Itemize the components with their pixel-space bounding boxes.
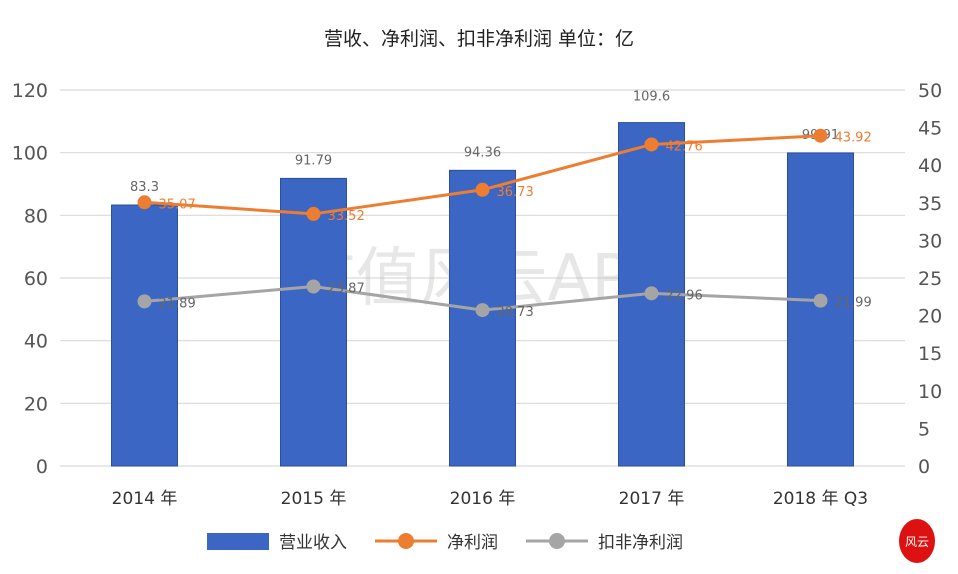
line-data-label: 36.73 xyxy=(497,185,534,200)
y-right-tick-label: 45 xyxy=(918,118,942,140)
series-point xyxy=(475,182,490,197)
legend-label: 净利润 xyxy=(447,533,498,553)
series-point xyxy=(813,128,828,143)
bar-data-label: 94.36 xyxy=(464,145,501,160)
y-right-tick-label: 20 xyxy=(918,306,942,328)
chart-title: 营收、净利润、扣非净利润 单位：亿 xyxy=(324,28,634,50)
series-point xyxy=(137,195,152,210)
series-point xyxy=(306,279,321,294)
x-tick-label: 2017 年 xyxy=(619,489,685,509)
series-point xyxy=(137,294,152,309)
line-data-label: 22.96 xyxy=(666,288,703,303)
logo xyxy=(899,519,935,563)
line-data-label: 33.52 xyxy=(328,209,365,224)
line-data-label: 35.07 xyxy=(159,197,196,212)
y-left-tick-label: 20 xyxy=(24,393,48,415)
series-point xyxy=(475,303,490,318)
x-tick-label: 2016 年 xyxy=(450,489,516,509)
y-left-tick-label: 100 xyxy=(12,143,48,165)
y-left-tick-label: 0 xyxy=(36,456,48,478)
y-left-tick-label: 120 xyxy=(12,80,48,102)
y-right-tick-label: 35 xyxy=(918,193,942,215)
logo-text: 风云 xyxy=(905,535,929,549)
y-left-tick-label: 80 xyxy=(24,205,48,227)
line-data-label: 23.87 xyxy=(328,281,365,296)
y-right-tick-label: 5 xyxy=(918,418,930,440)
line-data-label: 21.89 xyxy=(159,296,196,311)
bar xyxy=(111,204,178,467)
bar xyxy=(280,177,347,467)
series-point xyxy=(813,293,828,308)
y-right-tick-label: 15 xyxy=(918,343,942,365)
series-point xyxy=(306,206,321,221)
x-tick-label: 2014 年 xyxy=(112,489,178,509)
legend-marker xyxy=(549,533,565,549)
legend-label: 营业收入 xyxy=(279,533,347,553)
y-right-tick-label: 25 xyxy=(918,268,942,290)
bar xyxy=(449,169,516,467)
y-right-tick-label: 50 xyxy=(918,80,942,102)
y-right-tick-label: 10 xyxy=(918,381,942,403)
bar-data-label: 83.3 xyxy=(130,180,159,195)
legend-swatch xyxy=(207,533,269,550)
x-tick-label: 2018 年 Q3 xyxy=(773,489,868,509)
legend-label: 扣非净利润 xyxy=(598,533,683,553)
x-tick-label: 2015 年 xyxy=(281,489,347,509)
line-data-label: 42.76 xyxy=(666,139,703,154)
y-right-tick-label: 0 xyxy=(918,456,930,478)
y-right-tick-label: 30 xyxy=(918,230,942,252)
line-data-label: 21.99 xyxy=(835,296,872,311)
series-point xyxy=(644,137,659,152)
bar-data-label: 109.6 xyxy=(633,90,670,105)
legend-marker xyxy=(398,533,414,549)
line-data-label: 20.73 xyxy=(497,305,534,320)
bar-data-label: 91.79 xyxy=(295,153,332,168)
line-data-label: 43.92 xyxy=(835,131,872,146)
series-point xyxy=(644,286,659,301)
y-right-tick-label: 40 xyxy=(918,155,942,177)
y-left-tick-label: 60 xyxy=(24,268,48,290)
y-left-tick-label: 40 xyxy=(24,331,48,353)
bar xyxy=(787,152,854,467)
